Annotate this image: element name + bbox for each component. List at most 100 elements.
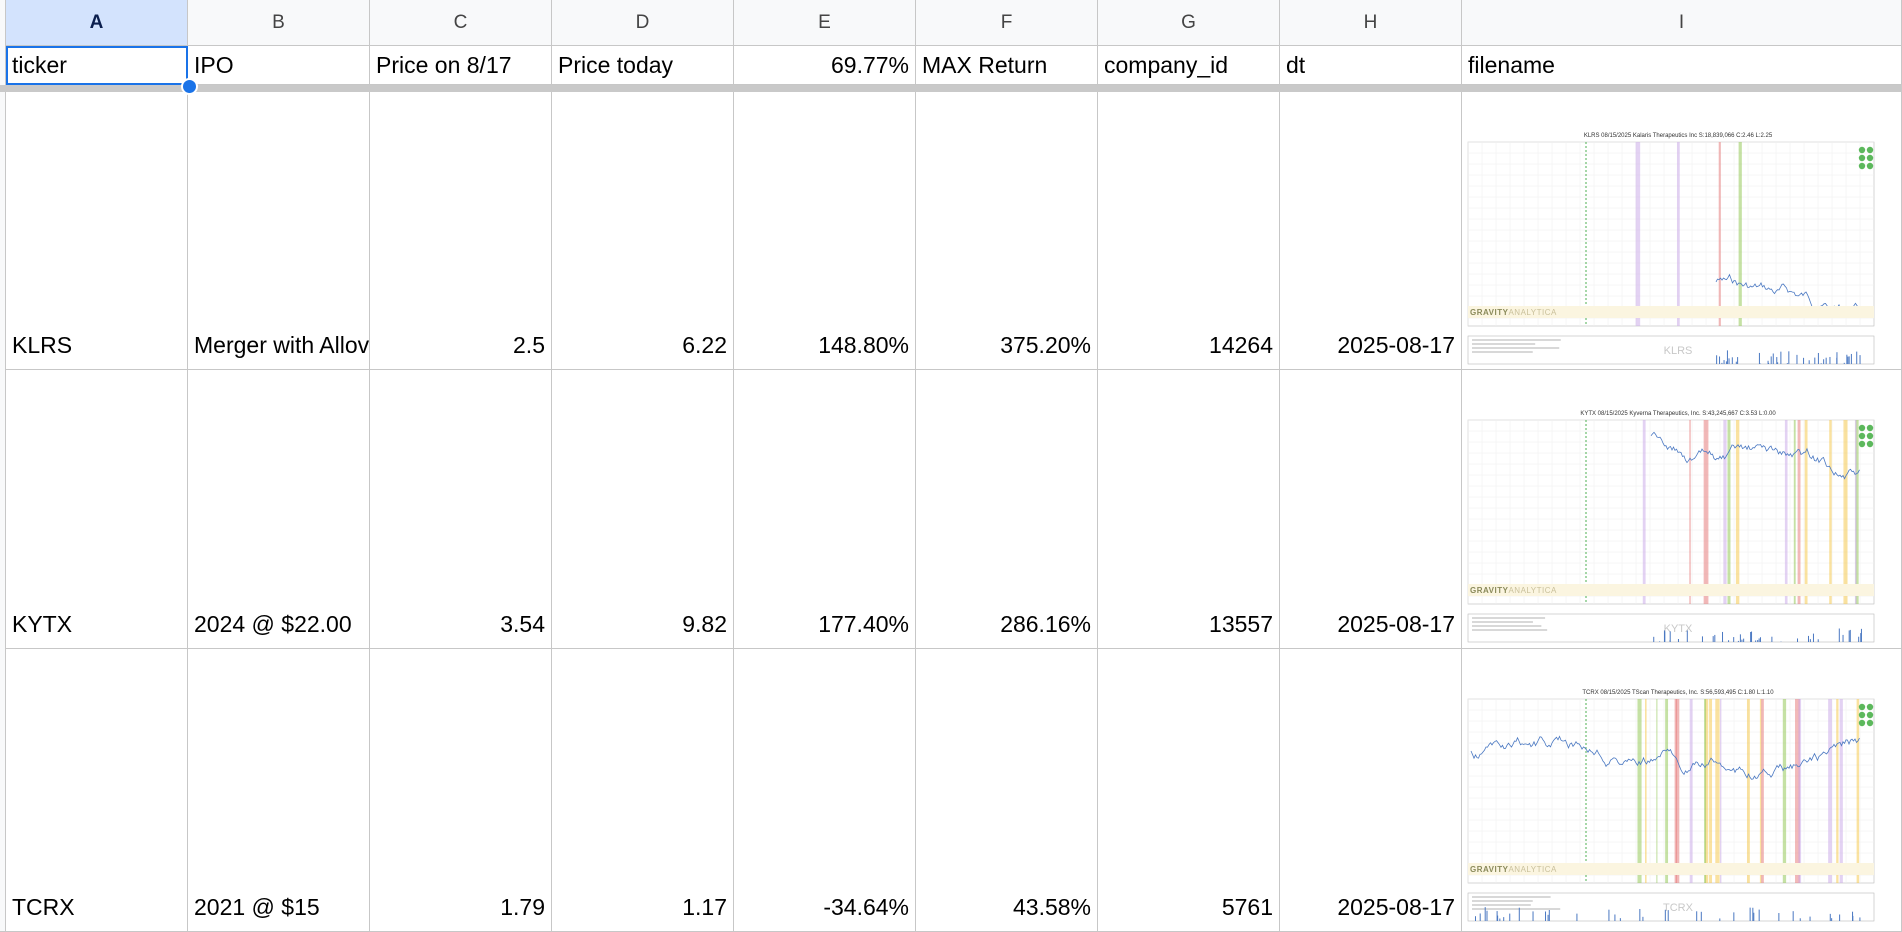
event-band <box>1709 699 1713 883</box>
cell[interactable]: 13557 <box>1098 370 1280 649</box>
column-header[interactable]: A <box>6 0 188 46</box>
volume-bar <box>1659 641 1661 642</box>
column-header[interactable]: I <box>1462 0 1902 46</box>
volume-bar <box>1799 918 1801 921</box>
volume-bar <box>1847 356 1849 364</box>
volume-bar <box>1642 916 1644 921</box>
volume-panel <box>1467 613 1875 643</box>
volume-bar <box>1777 362 1779 364</box>
chart-thumbnail: TCRX 08/15/2025 TScan Therapeutics, Inc.… <box>1467 690 1875 922</box>
column-header[interactable]: G <box>1098 0 1280 46</box>
volume-bar <box>1719 918 1721 921</box>
volume-bar <box>1808 360 1810 364</box>
volume-bar <box>1759 637 1761 642</box>
cell[interactable]: 2.5 <box>370 92 552 370</box>
volume-bar <box>1743 638 1745 642</box>
volume-bar <box>1849 629 1851 642</box>
volume-bar <box>1757 640 1759 642</box>
volume-bar <box>1741 639 1743 642</box>
cell[interactable]: 5761 <box>1098 649 1280 932</box>
event-band <box>1718 142 1721 326</box>
volume-bar <box>1838 628 1840 642</box>
volume-bar <box>1776 357 1778 364</box>
volume-bar <box>1653 636 1655 642</box>
event-band <box>1635 142 1641 326</box>
brand-bold: GRAVITY <box>1470 586 1509 595</box>
cell[interactable]: 2025-08-17 <box>1280 92 1462 370</box>
volume-bar <box>1532 911 1534 921</box>
volume-panel <box>1467 335 1875 365</box>
cell[interactable]: KYTX <box>6 370 188 649</box>
cell[interactable]: 375.20% <box>916 92 1098 370</box>
event-band <box>1675 699 1677 883</box>
cell[interactable]: Merger with Allovir <box>188 92 370 370</box>
column-header[interactable]: F <box>916 0 1098 46</box>
event-band <box>1689 420 1691 604</box>
cell[interactable]: 3.54 <box>370 370 552 649</box>
header-cell[interactable]: dt <box>1280 46 1462 85</box>
watermark: TCRX <box>1663 902 1694 914</box>
cell[interactable]: 2021 @ $15 <box>188 649 370 932</box>
cell[interactable]: 14264 <box>1098 92 1280 370</box>
event-band <box>1676 142 1680 326</box>
header-cell[interactable]: IPO <box>188 46 370 85</box>
cell[interactable]: 1.79 <box>370 649 552 932</box>
volume-bar <box>1856 351 1858 364</box>
volume-bar <box>1739 634 1741 642</box>
chart-title: KYTX 08/15/2025 Kyverna Therapeutics, In… <box>1580 411 1776 417</box>
header-cell[interactable]: company_id <box>1098 46 1280 85</box>
volume-bar <box>1518 907 1520 921</box>
volume-bar <box>1767 360 1769 364</box>
cell[interactable]: 148.80% <box>734 92 916 370</box>
header-cell[interactable]: 69.77% <box>734 46 916 85</box>
cell[interactable]: 286.16% <box>916 370 1098 649</box>
volume-bar <box>1852 915 1854 921</box>
column-header[interactable]: D <box>552 0 734 46</box>
cell[interactable]: 2025-08-17 <box>1280 649 1462 932</box>
cell[interactable]: 9.82 <box>552 370 734 649</box>
status-dot <box>1858 440 1866 448</box>
volume-bar <box>1750 631 1752 642</box>
volume-bar <box>1714 634 1716 642</box>
plot-area <box>1467 141 1875 327</box>
volume-bar <box>1788 351 1790 364</box>
status-dot <box>1858 162 1866 170</box>
header-cell[interactable]: Price today <box>552 46 734 85</box>
volume-bar <box>1619 918 1621 921</box>
cell[interactable]: 177.40% <box>734 370 916 649</box>
cell[interactable]: 1.17 <box>552 649 734 932</box>
header-cell[interactable]: Price on 8/17 <box>370 46 552 85</box>
cell[interactable]: 6.22 <box>552 92 734 370</box>
volume-bar <box>1719 356 1721 364</box>
event-band <box>1656 699 1658 883</box>
fill-handle[interactable] <box>181 78 198 95</box>
cell[interactable]: 43.58% <box>916 649 1098 932</box>
event-band <box>1715 699 1720 883</box>
cell[interactable]: KLRS <box>6 92 188 370</box>
volume-bar <box>1771 636 1773 642</box>
cell[interactable]: TCRX <box>6 649 188 932</box>
cell[interactable]: 2024 @ $22.00 <box>188 370 370 649</box>
volume-bar <box>1725 361 1727 364</box>
chart-thumbnail: KLRS 08/15/2025 Kalaris Therapeutics Inc… <box>1467 133 1875 365</box>
volume-bar <box>1731 357 1733 364</box>
volume-bar <box>1751 631 1753 642</box>
volume-bar <box>1721 362 1723 364</box>
event-band <box>1705 699 1709 883</box>
column-header[interactable]: B <box>188 0 370 46</box>
header-cell[interactable]: filename <box>1462 46 1902 85</box>
cell[interactable]: -34.64% <box>734 649 916 932</box>
volume-bar <box>1772 353 1774 364</box>
price-line <box>1470 735 1860 780</box>
header-cell[interactable]: MAX Return <box>916 46 1098 85</box>
cell[interactable]: 2025-08-17 <box>1280 370 1462 649</box>
status-dot <box>1866 703 1874 711</box>
status-dot <box>1866 154 1874 162</box>
column-header[interactable]: C <box>370 0 552 46</box>
price-line <box>1650 431 1860 480</box>
brand-strip <box>1468 863 1874 875</box>
volume-bar <box>1712 636 1714 642</box>
column-header[interactable]: E <box>734 0 916 46</box>
volume-bar <box>1825 357 1827 364</box>
column-header[interactable]: H <box>1280 0 1462 46</box>
